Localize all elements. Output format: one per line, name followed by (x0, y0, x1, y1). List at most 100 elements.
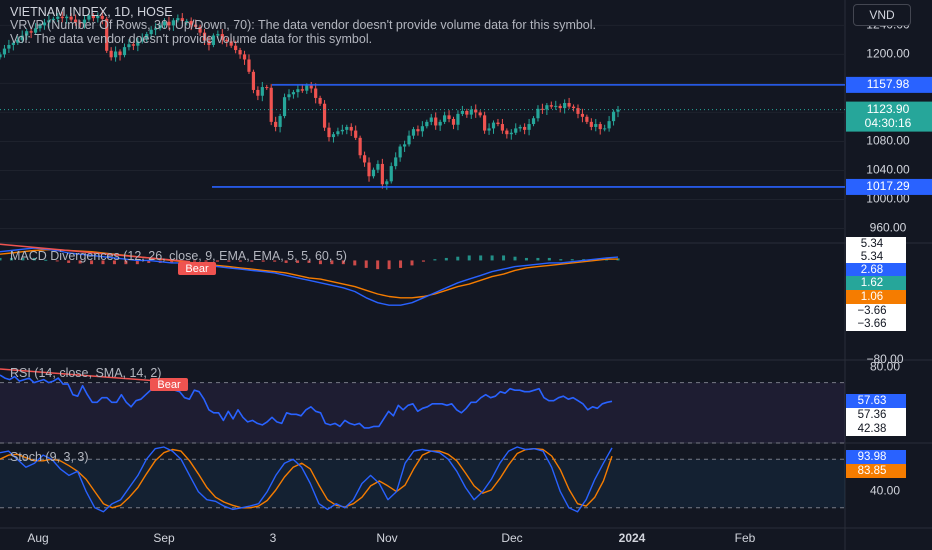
candle-body (531, 118, 536, 125)
candle-body (571, 106, 576, 109)
candle-body (585, 116, 589, 122)
macd-histogram-bar (101, 260, 105, 265)
candle-body (176, 18, 180, 21)
candle-body (362, 155, 367, 163)
stoch-k-value-label: 93.98 (858, 451, 887, 463)
candle-body (549, 105, 553, 107)
macd-indicator-label[interactable]: MACD Divergences (12, 26, close, 9, EMA,… (10, 249, 347, 263)
candle-body (167, 21, 171, 26)
time-axis-label: Nov (376, 531, 397, 545)
candle-body (113, 51, 118, 58)
candle-body (469, 109, 473, 115)
macd-value-label-bg (846, 263, 906, 277)
candle-body (500, 124, 505, 131)
candle-body (158, 25, 162, 29)
stoch-indicator-label[interactable]: Stoch (9, 3, 3) (10, 450, 89, 464)
macd-histogram-bar (387, 260, 391, 270)
candle-body (234, 45, 238, 51)
candle-body (354, 130, 358, 138)
macd-histogram-bar (296, 260, 300, 263)
candle-body (558, 105, 562, 109)
macd-histogram-bar (410, 260, 414, 266)
candle-body (527, 124, 531, 130)
candle-body (180, 18, 184, 22)
candle-body (82, 19, 87, 24)
candle-body (242, 54, 247, 60)
candle-body (611, 111, 616, 122)
candle-body (247, 59, 251, 72)
candle-body (100, 15, 104, 19)
candle-body (580, 113, 585, 117)
candle-body (96, 15, 100, 19)
candle-body (269, 87, 273, 122)
rsi-value-label: 57.36 (858, 409, 887, 421)
rsi-indicator-label[interactable]: RSI (14, close, SMA, 14, 2) (10, 366, 162, 380)
time-axis-label: Feb (735, 531, 756, 545)
candle-body (216, 34, 220, 36)
candle-body (460, 110, 464, 114)
macd-value-label: −3.66 (857, 318, 886, 330)
candle-body (225, 39, 229, 42)
stoch-tick-label: 40.00 (870, 484, 900, 498)
macd-histogram-bar (364, 260, 368, 268)
candle-body (25, 31, 29, 36)
rsi-value-label: 57.63 (858, 395, 887, 407)
rsi-tick-label: 80.00 (870, 360, 900, 374)
price-tick-label: 1040.00 (866, 163, 910, 177)
macd-histogram-bar (456, 256, 460, 261)
candle-body (122, 47, 127, 56)
candle-body (589, 121, 593, 127)
macd-histogram-bar (90, 260, 94, 265)
macd-histogram-bar (227, 260, 231, 262)
macd-histogram-bar (112, 260, 116, 265)
candle-body (509, 132, 513, 135)
candle-body (251, 71, 256, 90)
macd-value-label: 2.68 (861, 264, 883, 276)
price-tick-label: 960.00 (870, 221, 907, 235)
candle-body (483, 115, 487, 131)
macd-histogram-bar (284, 260, 288, 263)
time-axis-label: Aug (27, 531, 48, 545)
candle-body (607, 121, 611, 129)
vrvp-indicator-label[interactable]: VRVP (Number Of Rows, 30, Up/Down, 70): … (10, 18, 597, 32)
macd-histogram-bar (32, 257, 36, 261)
candle-body (260, 87, 264, 96)
candle-body (238, 50, 242, 55)
price-tick-label: 1000.00 (866, 192, 910, 206)
rsi-value-label-bg (846, 394, 906, 408)
candle-body (300, 89, 304, 91)
candle-body (616, 109, 620, 112)
vol-indicator-label[interactable]: Vol: The data vendor doesn't provide vol… (10, 32, 373, 46)
candle-body (78, 22, 82, 24)
horizontal-line-label: 1017.29 (866, 179, 910, 193)
macd-histogram-bar (318, 260, 322, 265)
candle-body (7, 44, 11, 49)
last-price-label-bg (846, 101, 932, 132)
time-axis-label: Sep (153, 531, 175, 545)
rsi-bear-badge: Bear (157, 379, 181, 391)
candle-body (536, 108, 540, 119)
candle-body (340, 129, 344, 132)
macd-tick-label: −80.00 (866, 352, 903, 366)
candle-body (518, 126, 522, 129)
candle-body (349, 126, 353, 131)
macd-value-label: 1.62 (861, 277, 883, 289)
rsi-bear-badge-bg (150, 378, 188, 391)
candle-body (73, 19, 78, 23)
candle-body (189, 21, 193, 25)
macd-histogram-bar (9, 257, 13, 261)
candle-body (60, 16, 64, 19)
candle-body (443, 115, 447, 122)
candle-body (51, 18, 55, 21)
macd-histogram-bar (421, 260, 425, 262)
candle-body (451, 118, 456, 125)
currency-button[interactable]: VND (853, 4, 911, 26)
candle-body (380, 163, 384, 185)
macd-bear-badge-bg (178, 262, 216, 275)
symbol-title[interactable]: VIETNAM INDEX, 1D, HOSE (10, 5, 173, 19)
candle-body (291, 92, 296, 95)
macd-histogram-bar (124, 260, 128, 265)
candle-body (331, 134, 336, 138)
macd-histogram-bar (524, 257, 528, 261)
